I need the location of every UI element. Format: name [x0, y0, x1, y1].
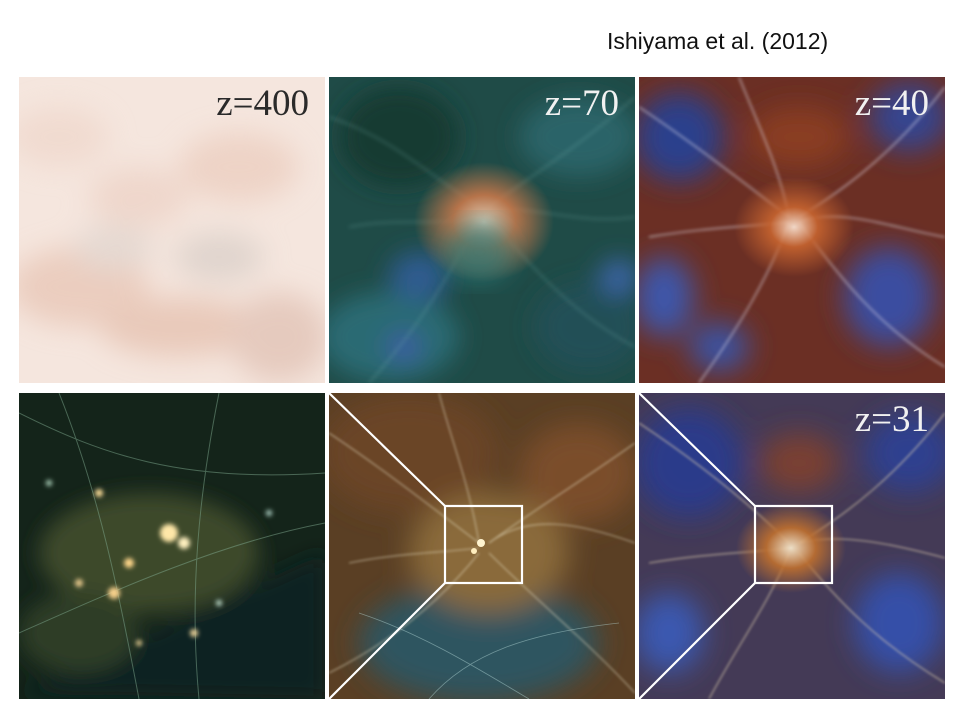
redshift-label: z=40 [854, 83, 929, 124]
panel-z40: z=40 [639, 77, 945, 383]
panel-zoom-detail [19, 393, 325, 699]
zoom-box [639, 393, 834, 699]
sepia-web-field [329, 393, 635, 699]
violet-web-field [639, 393, 945, 699]
zoom-box [329, 393, 524, 699]
teal-web-field [329, 77, 635, 383]
panel-z400: z=400 [19, 77, 325, 383]
pale-density-field [19, 77, 325, 383]
panel-z70: z=70 [329, 77, 635, 383]
rust-web-field [639, 77, 945, 383]
citation-label: Ishiyama et al. (2012) [607, 28, 829, 54]
redshift-label: z=31 [854, 399, 929, 440]
panel-z31: z=31 [639, 393, 945, 699]
redshift-label: z=70 [544, 83, 619, 124]
dark-filament-field [19, 393, 325, 699]
panel-zoom-mid [329, 393, 635, 699]
redshift-label: z=400 [216, 83, 309, 124]
